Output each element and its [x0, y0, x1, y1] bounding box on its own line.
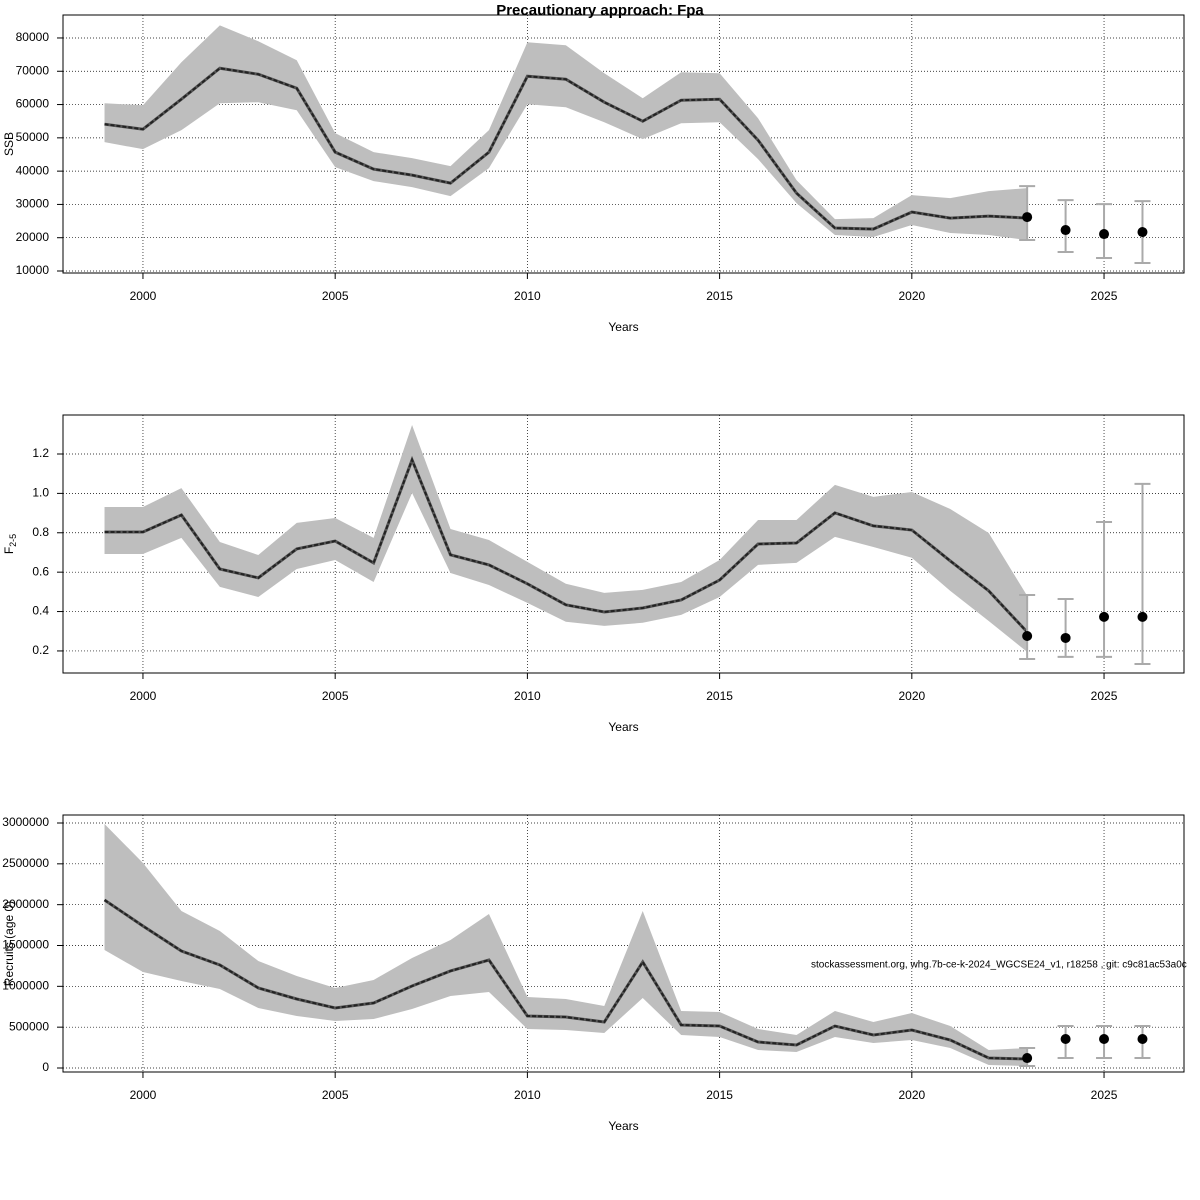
x-tick-label: 2020	[898, 289, 925, 303]
y-tick-label: 0.4	[32, 604, 49, 618]
x-tick-label: 2015	[706, 689, 733, 703]
forecast-point	[1060, 632, 1071, 643]
x-tick-label: 2015	[706, 289, 733, 303]
y-tick-label: 3000000	[2, 815, 49, 829]
x-tick-label: 2015	[706, 1088, 733, 1102]
forecast-point	[1060, 1034, 1071, 1045]
estimate-line	[104, 67, 1028, 231]
forecast-point	[1099, 229, 1110, 240]
y-tick-label: 50000	[16, 130, 50, 144]
x-axis-label: Years	[608, 1119, 638, 1133]
confidence-band	[104, 823, 1028, 1067]
y-axis-label-main: F	[2, 547, 16, 554]
y-tick-label: 1.0	[32, 486, 49, 500]
x-tick-label: 2025	[1091, 689, 1118, 703]
x-axis-label: Years	[608, 320, 638, 334]
x-axis-label: Years	[608, 720, 638, 734]
y-axis-label: Recruits (age 0)	[2, 901, 16, 986]
forecast-point	[1060, 225, 1071, 236]
x-tick-label: 2025	[1091, 289, 1118, 303]
x-tick-label: 2005	[322, 289, 349, 303]
estimate-line	[103, 899, 1028, 1061]
plot-frame	[62, 814, 1185, 1073]
forecast-point	[1099, 611, 1110, 622]
confidence-band	[104, 25, 1028, 241]
y-tick-label: 0.8	[32, 525, 49, 539]
y-tick-label: 30000	[16, 197, 50, 211]
chart-title: Precautionary approach: Fpa	[496, 2, 704, 19]
forecast-point	[1137, 227, 1148, 238]
x-tick-label: 2010	[514, 689, 541, 703]
x-tick-label: 2020	[898, 1088, 925, 1102]
x-tick-label: 2010	[514, 289, 541, 303]
y-tick-label: 20000	[16, 230, 50, 244]
x-tick-label: 2020	[898, 689, 925, 703]
x-tick-label: 2000	[130, 289, 157, 303]
estimate-line	[104, 457, 1028, 633]
forecast-point	[1099, 1034, 1110, 1045]
y-tick-label: 10000	[16, 263, 50, 277]
x-tick-label: 2000	[130, 689, 157, 703]
x-tick-label: 2010	[514, 1088, 541, 1102]
x-tick-label: 2000	[130, 1088, 157, 1102]
forecast-point	[1022, 1053, 1033, 1064]
annotation: stockassessment.org, whg.7b-ce-k-2024_WG…	[811, 960, 1187, 971]
x-tick-label: 2005	[322, 689, 349, 703]
y-tick-label: 1.2	[32, 446, 49, 460]
x-tick-label: 2025	[1091, 1088, 1118, 1102]
y-tick-label: 0.6	[32, 564, 49, 578]
y-tick-label: 500000	[9, 1019, 49, 1033]
y-tick-label: 0	[42, 1060, 49, 1074]
y-tick-label: 60000	[16, 97, 50, 111]
y-tick-label: 0.2	[32, 643, 49, 657]
y-tick-label: 80000	[16, 30, 50, 44]
y-axis-label: F2-5	[2, 534, 18, 554]
forecast-point	[1022, 630, 1033, 641]
y-tick-label: 70000	[16, 63, 50, 77]
y-tick-label: 1500000	[2, 938, 49, 952]
y-tick-label: 1000000	[2, 979, 49, 993]
forecast-point	[1137, 1034, 1148, 1045]
forecast-point	[1022, 212, 1033, 223]
y-axis-label: SSB	[2, 132, 16, 156]
y-tick-label: 2500000	[2, 856, 49, 870]
y-tick-label: 2000000	[2, 897, 49, 911]
plot-frame	[62, 14, 1185, 274]
confidence-band	[104, 425, 1028, 652]
forecast-point	[1137, 611, 1148, 622]
x-tick-label: 2005	[322, 1088, 349, 1102]
plot-frame	[62, 414, 1185, 674]
y-tick-label: 40000	[16, 163, 50, 177]
y-axis-label-sub: 2-5	[8, 534, 18, 547]
